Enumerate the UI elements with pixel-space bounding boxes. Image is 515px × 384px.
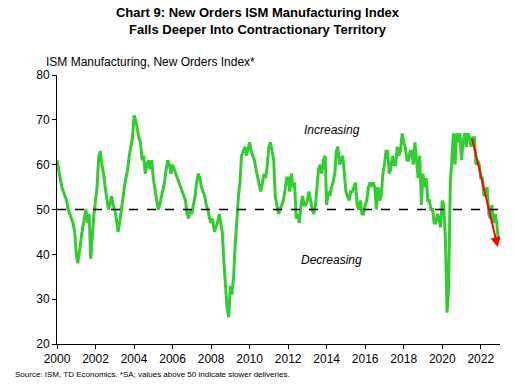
svg-text:60: 60	[36, 158, 50, 172]
svg-text:40: 40	[36, 248, 50, 262]
svg-text:70: 70	[36, 113, 50, 127]
svg-text:2004: 2004	[121, 352, 148, 366]
svg-text:Increasing: Increasing	[304, 123, 360, 137]
svg-text:ISM Manufacturing, New Orders: ISM Manufacturing, New Orders Index*	[46, 55, 255, 69]
svg-text:2006: 2006	[159, 352, 186, 366]
svg-text:2010: 2010	[236, 352, 263, 366]
svg-text:2022: 2022	[467, 352, 494, 366]
svg-text:2020: 2020	[429, 352, 456, 366]
svg-text:50: 50	[36, 203, 50, 217]
svg-text:2012: 2012	[275, 352, 302, 366]
svg-text:Source: ISM, TD Economics. *SA: Source: ISM, TD Economics. *SA; values a…	[15, 370, 290, 379]
svg-text:2014: 2014	[313, 352, 340, 366]
svg-text:30: 30	[36, 292, 50, 306]
svg-text:Chart 9: New Orders ISM Manufa: Chart 9: New Orders ISM Manufacturing In…	[116, 5, 400, 37]
svg-text:2016: 2016	[352, 352, 379, 366]
svg-text:2002: 2002	[82, 352, 109, 366]
svg-text:2000: 2000	[44, 352, 71, 366]
svg-text:80: 80	[36, 68, 50, 82]
svg-text:Decreasing: Decreasing	[301, 253, 362, 267]
svg-text:20: 20	[36, 337, 50, 351]
svg-text:2018: 2018	[390, 352, 417, 366]
svg-text:2008: 2008	[198, 352, 225, 366]
